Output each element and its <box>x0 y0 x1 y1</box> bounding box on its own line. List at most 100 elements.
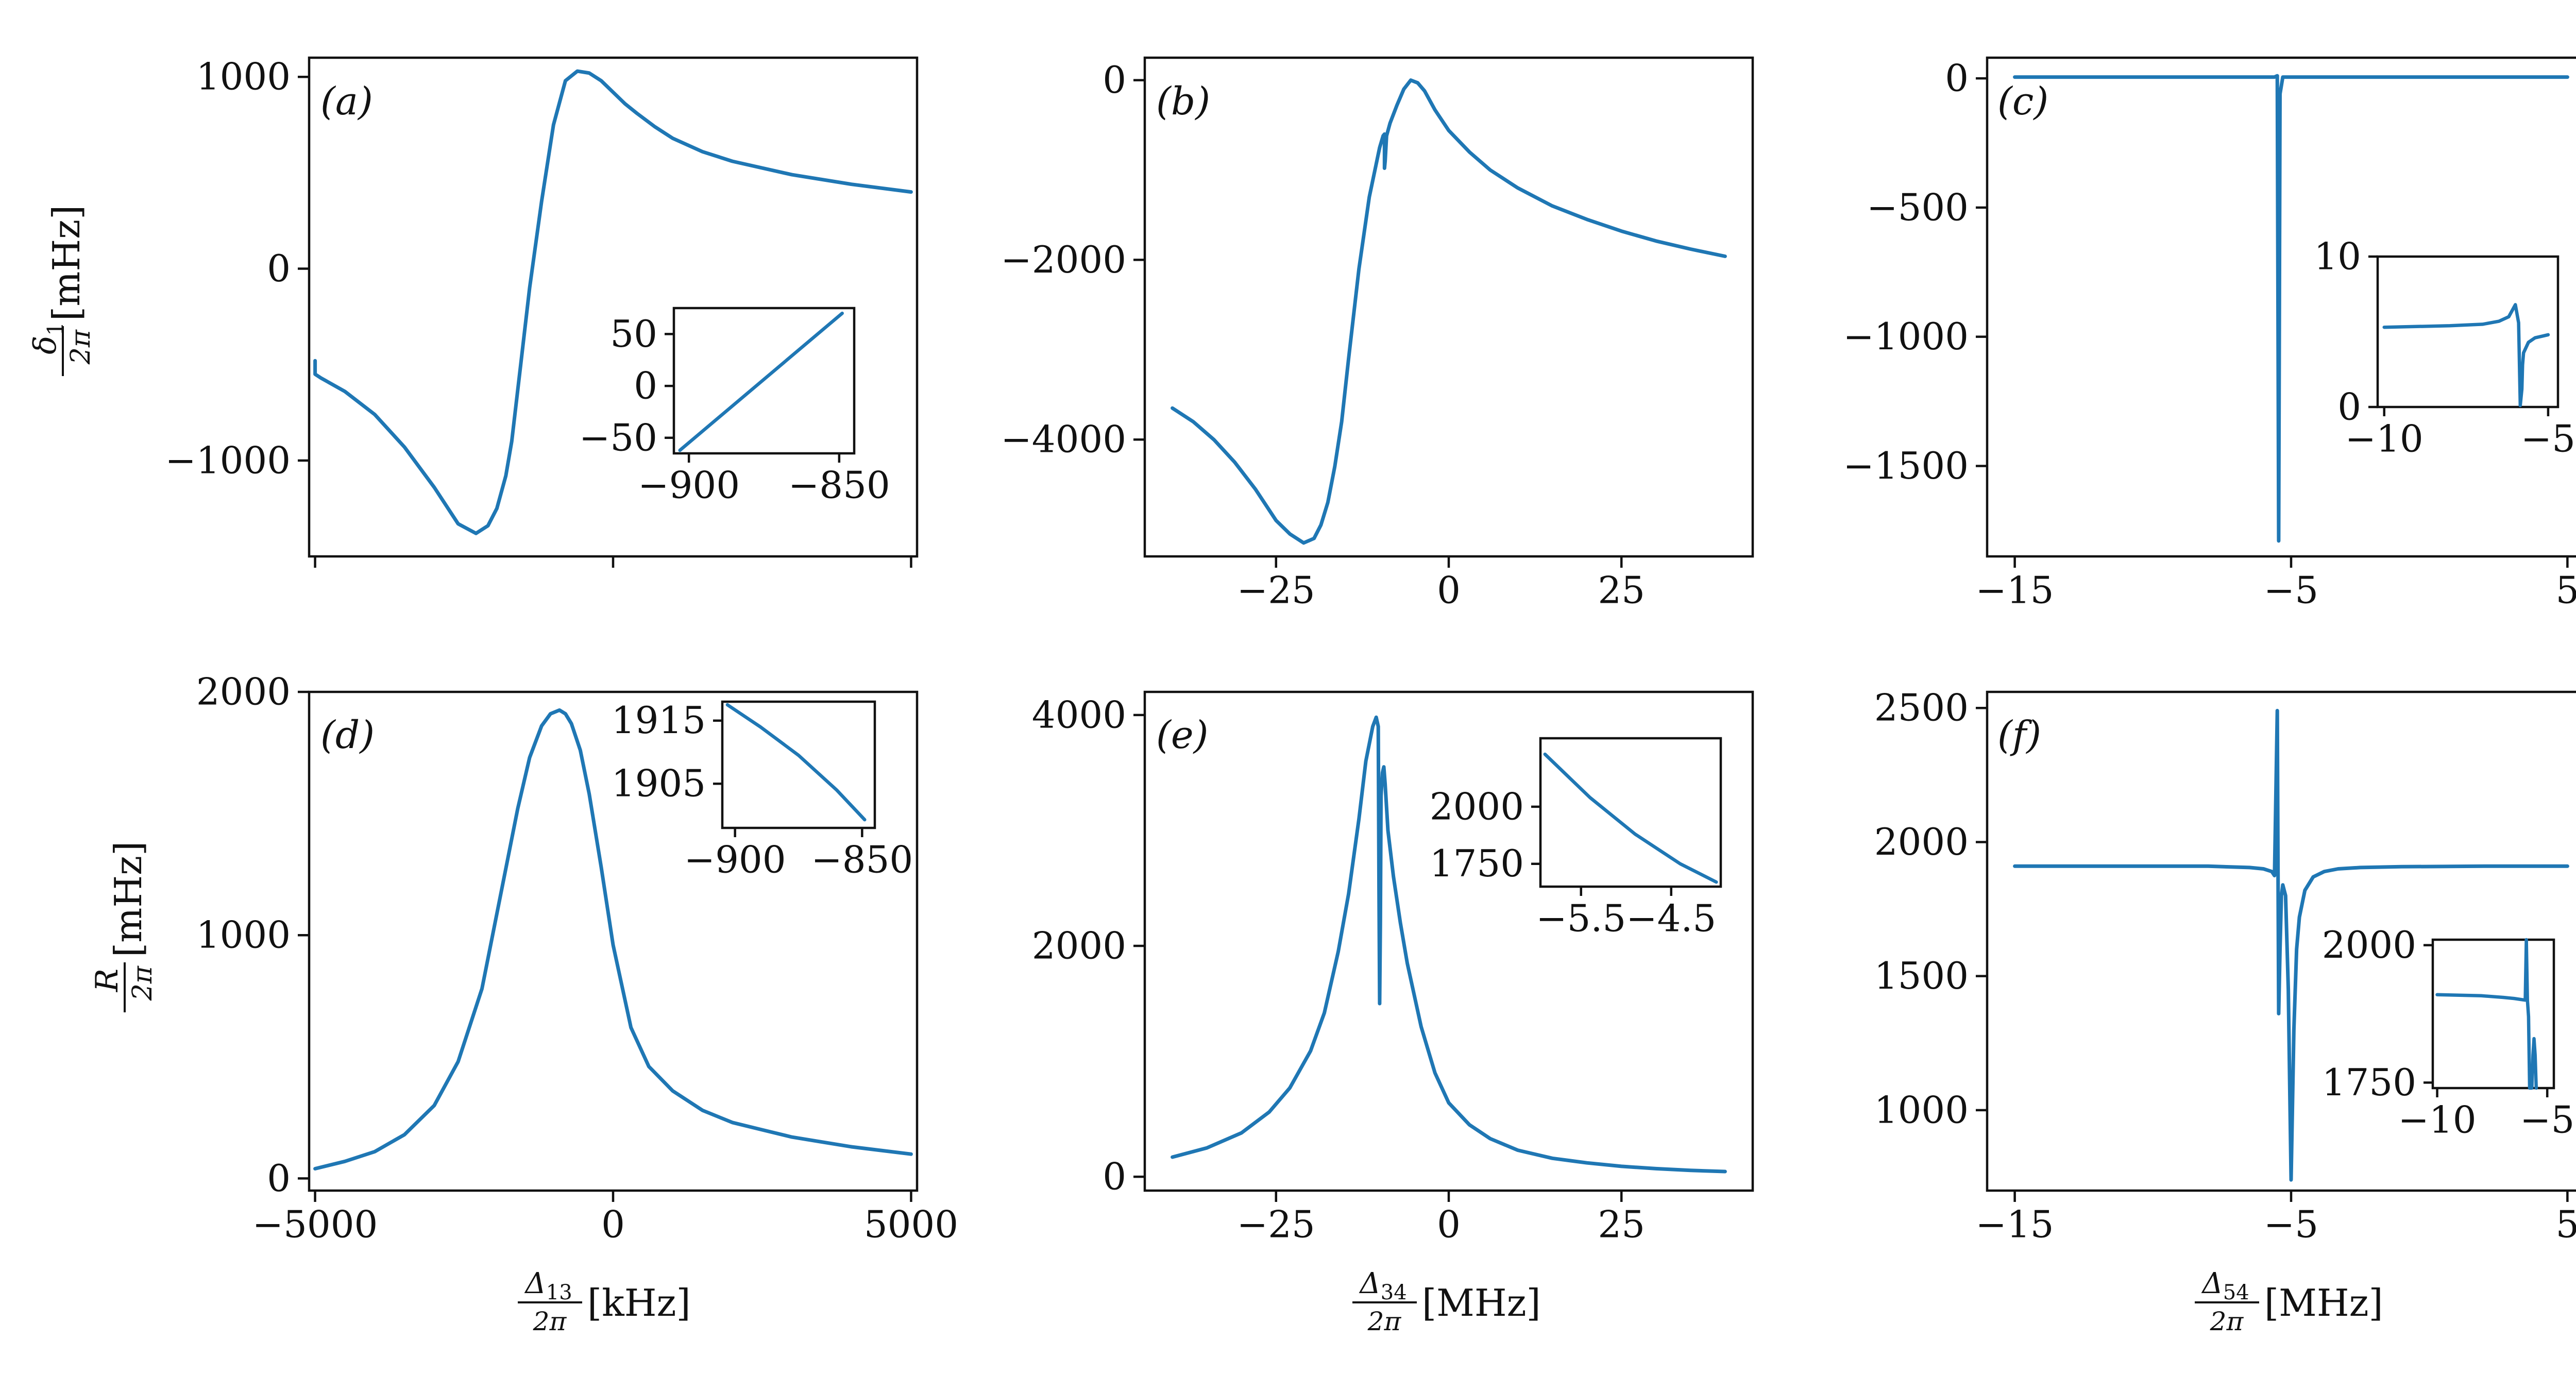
panel-e-ytick-label: 0 <box>1103 1155 1126 1198</box>
panel-e-xtick-label: 25 <box>1598 1202 1645 1246</box>
xlabel-2-num: Δ34 <box>1359 1267 1406 1304</box>
panel-c-inset-frame <box>2376 255 2560 409</box>
panel-d-inset-bg <box>691 697 885 890</box>
col-xlabel-3: Δ54 2π [MHz] <box>2195 1267 2383 1336</box>
panel-c-xtick-label: 5 <box>2555 568 2576 612</box>
panel-d-ytick-label: 1000 <box>196 913 291 957</box>
panel-f-ytick-label: 1500 <box>1874 954 1969 997</box>
panel-e: −25 0 25 0 2000 4000 (e) −5.5 −4.5 1750 2000 <box>1032 690 1754 1246</box>
panel-a-inset-bg <box>643 303 865 515</box>
panel-f-ytick-label: 2000 <box>1874 820 1969 863</box>
panel-d-inset: −900 −850 1905 1915 <box>612 697 913 890</box>
panel-d-inset-frame <box>721 700 876 829</box>
xlabel-3-den: 2π <box>2210 1307 2244 1336</box>
xlabel-1-unit: [kHz] <box>587 1281 691 1325</box>
panel-a: −1000 0 1000 (a) −900 −850 −50 0 50 <box>165 55 919 568</box>
panel-b-ytick-label: 0 <box>1103 58 1126 101</box>
panel-f: −15 −5 5 1000 1500 2000 2500 (f) −10 −5 1750 2000 <box>1874 686 2576 1246</box>
panel-f-ytick-label: 2500 <box>1874 686 1969 730</box>
panel-a-inset-ytick-label: 50 <box>610 312 657 355</box>
panel-b-ytick-label: −4000 <box>1001 418 1126 461</box>
panel-e-inset-frame <box>1539 737 1722 888</box>
panel-f-ytick-label: 1000 <box>1874 1088 1969 1131</box>
panel-a-inset-xtick-label: −850 <box>788 463 890 506</box>
panel-e-inset: −5.5 −4.5 1750 2000 <box>1430 733 1731 948</box>
panel-f-xtick-label: −15 <box>1976 1202 2054 1246</box>
panel-b-ytick-label: −2000 <box>1001 238 1126 281</box>
panel-f-inset: −10 −5 1750 2000 <box>2322 923 2574 1150</box>
panel-f-inset-frame <box>2431 938 2555 1090</box>
panel-c-xtick-label: −5 <box>2264 568 2318 612</box>
panel-d-inset-xtick-label: −850 <box>811 838 913 881</box>
panel-c-inset-series-line <box>2382 303 2550 408</box>
panel-d-xtick-label: −5000 <box>252 1202 378 1246</box>
panel-c: −15 −5 5 −1500 −1000 −500 0 (c) −10 −5 0 10 <box>1843 57 2576 612</box>
panel-c-inset-xtick-label: −10 <box>2345 417 2424 460</box>
panel-a-inset-series-line <box>678 311 844 452</box>
panel-a-label: (a) <box>320 79 373 124</box>
ylabel-top-den: 2π <box>65 329 96 365</box>
panel-d-inset-ytick-label: 1905 <box>612 762 706 805</box>
xlabel-2-unit: [MHz] <box>1422 1281 1541 1325</box>
panel-d-ytick-label: 0 <box>267 1157 291 1200</box>
ylabel-bottom-num: R <box>89 969 125 992</box>
panel-a-series-line <box>313 69 913 535</box>
panel-c-ytick-label: −1500 <box>1843 444 1969 487</box>
xlabel-2-den: 2π <box>1367 1307 1402 1336</box>
panel-c-ytick-label: 0 <box>1945 57 1969 100</box>
panel-c-series-line <box>2013 74 2569 543</box>
panel-d-ytick-label: 2000 <box>196 670 291 713</box>
panel-f-label: (f) <box>1997 713 2041 757</box>
panel-d-xtick-label: 0 <box>601 1202 625 1246</box>
panel-c-inset: −10 −5 0 10 <box>2314 234 2575 469</box>
panel-c-inset-ytick-label: 10 <box>2314 234 2361 278</box>
panel-d-inset-xtick-label: −900 <box>684 838 786 881</box>
panel-c-inset-xtick-label: −5 <box>2521 417 2575 460</box>
panel-a-ytick-label: −1000 <box>165 438 291 482</box>
panel-c-xtick-label: −15 <box>1976 568 2054 612</box>
ylabel-top-unit: [mHz] <box>45 205 88 321</box>
col-xlabel-2: Δ34 2π [MHz] <box>1352 1267 1541 1336</box>
panel-d-inset-ytick-label: 1915 <box>612 699 706 742</box>
xlabel-3-num: Δ54 <box>2201 1267 2249 1304</box>
panel-e-inset-ytick-label: 2000 <box>1430 785 1524 828</box>
panel-a-ytick-label: 0 <box>267 247 291 290</box>
panel-e-inset-xtick-label: −5.5 <box>1536 896 1626 940</box>
panel-d-label: (d) <box>320 713 375 757</box>
panel-c-label: (c) <box>1997 79 2048 124</box>
ylabel-bottom-den: 2π <box>127 965 158 1001</box>
panel-b-xtick-label: 25 <box>1598 568 1645 612</box>
panel-c-inset-ytick-label: 0 <box>2337 385 2361 428</box>
panel-f-inset-xtick-label: −10 <box>2398 1098 2477 1141</box>
xlabel-3-unit: [MHz] <box>2264 1281 2383 1325</box>
panel-e-series-line <box>1171 715 1727 1174</box>
panel-e-inset-bg <box>1510 733 1731 948</box>
panel-b-xtick-label: 0 <box>1437 568 1461 612</box>
panel-b-series-line <box>1171 78 1727 545</box>
panel-b: −25 0 25 −4000 −2000 0 (b) <box>1001 56 1754 612</box>
panel-d-series-line <box>313 708 913 1171</box>
panel-c-ytick-label: −500 <box>1867 185 1969 229</box>
row-ylabel-bottom: R 2π [mHz] <box>89 841 158 1012</box>
ylabel-bottom-unit: [mHz] <box>107 841 150 957</box>
panel-b-xtick-label: −25 <box>1237 568 1315 612</box>
panel-e-inset-xtick-label: −4.5 <box>1626 896 1716 940</box>
panel-e-xtick-label: 0 <box>1437 1202 1461 1246</box>
panel-e-inset-ytick-label: 1750 <box>1430 842 1524 885</box>
panel-c-inset-bg <box>2347 251 2568 469</box>
panel-e-ytick-label: 4000 <box>1032 693 1126 736</box>
panel-b-label: (b) <box>1156 79 1210 124</box>
panel-f-inset-ytick-label: 1750 <box>2322 1061 2416 1104</box>
xlabel-1-num: Δ13 <box>524 1267 572 1304</box>
panel-f-inset-ytick-label: 2000 <box>2322 923 2416 966</box>
panel-f-inset-series-line <box>2435 938 2538 1090</box>
panel-f-inset-xtick-label: −5 <box>2520 1098 2574 1141</box>
panel-a-inset-ytick-label: −50 <box>579 416 657 459</box>
panel-e-label: (e) <box>1156 713 1209 757</box>
panel-d-inset-series-line <box>725 703 867 822</box>
panel-f-xtick-label: −5 <box>2264 1202 2318 1246</box>
col-xlabel-1: Δ13 2π [kHz] <box>518 1267 691 1336</box>
